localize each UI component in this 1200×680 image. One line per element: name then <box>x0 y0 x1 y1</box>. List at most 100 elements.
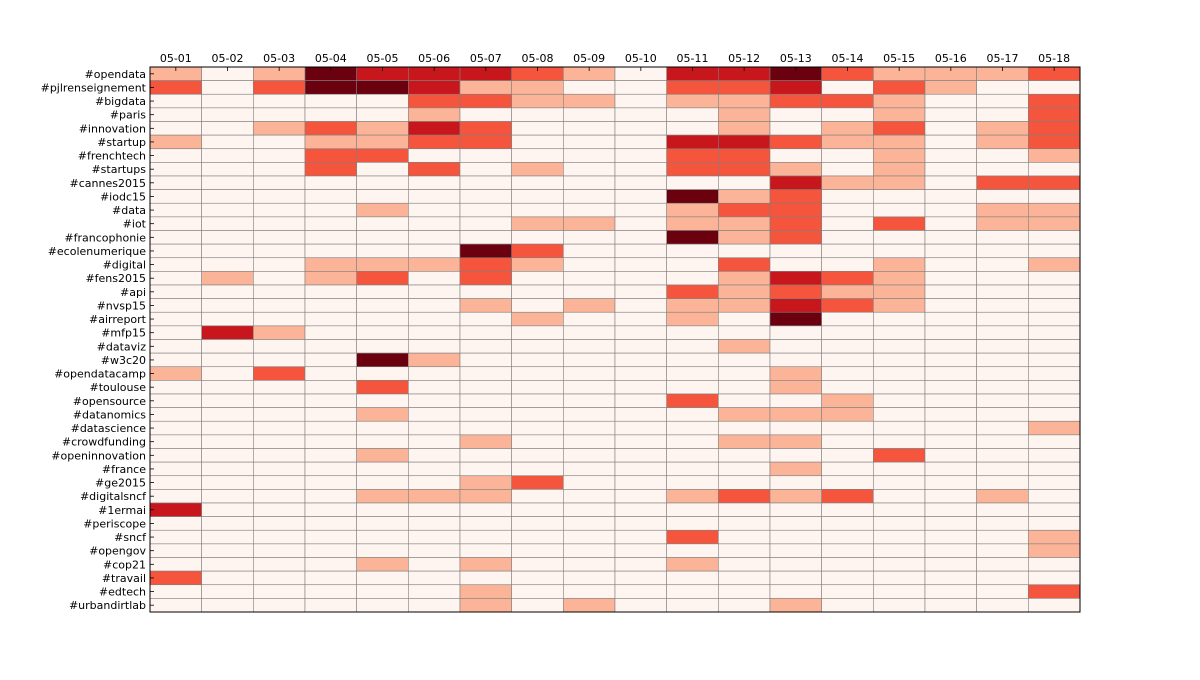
heatmap-cell <box>924 448 977 463</box>
heatmap-cell <box>821 584 874 599</box>
heatmap-cell <box>873 584 926 599</box>
heatmap-cell <box>408 216 461 231</box>
heatmap-cell <box>304 243 357 259</box>
heatmap-cell <box>666 243 719 259</box>
heatmap-cell <box>924 543 977 558</box>
heatmap-cell <box>511 148 564 163</box>
heatmap-cell <box>149 393 202 408</box>
heatmap-cell <box>408 325 461 340</box>
heatmap-cell <box>408 598 461 613</box>
heatmap-cell <box>666 148 719 163</box>
heatmap-cell <box>201 461 254 477</box>
heatmap-cell <box>253 216 306 231</box>
heatmap-cell <box>976 243 1029 259</box>
heatmap-cell <box>201 311 254 327</box>
heatmap-cell <box>614 189 667 204</box>
heatmap-cell <box>253 189 306 204</box>
heatmap-cell <box>666 311 719 327</box>
heatmap-cell <box>718 311 771 327</box>
heatmap-cell <box>666 325 719 340</box>
heatmap-cell <box>873 284 926 299</box>
heatmap-cell <box>821 93 874 109</box>
heatmap-cell <box>408 202 461 218</box>
heatmap-cell <box>1028 175 1081 190</box>
heatmap-cell <box>873 257 926 272</box>
heatmap-cell <box>201 584 254 599</box>
heatmap-cell <box>459 407 512 422</box>
heatmap-cell <box>563 162 616 177</box>
heatmap-cell <box>821 461 874 477</box>
heatmap-cell <box>356 543 409 558</box>
heatmap-cell <box>563 189 616 204</box>
heatmap-cell <box>511 352 564 368</box>
heatmap-cell <box>563 448 616 463</box>
heatmap-cell <box>924 148 977 163</box>
heatmap-cell <box>1028 448 1081 463</box>
heatmap-cell <box>356 325 409 340</box>
heatmap-cell <box>666 475 719 490</box>
heatmap-cell <box>718 243 771 259</box>
heatmap-cell <box>976 80 1029 95</box>
heatmap-cell <box>1028 257 1081 272</box>
heatmap-cell <box>356 420 409 436</box>
heatmap-cell <box>408 311 461 327</box>
heatmap-cell <box>356 148 409 163</box>
x-tick-label: 05-06 <box>418 52 450 65</box>
heatmap-cell <box>821 448 874 463</box>
heatmap-cell <box>201 352 254 368</box>
heatmap-cell <box>304 352 357 368</box>
heatmap-cell <box>924 516 977 531</box>
heatmap-cell <box>976 448 1029 463</box>
heatmap-cell <box>149 584 202 599</box>
heatmap-cell <box>976 284 1029 299</box>
heatmap-cell <box>149 352 202 368</box>
heatmap-cell <box>563 80 616 95</box>
heatmap-cell <box>718 489 771 504</box>
heatmap-cell <box>408 543 461 558</box>
heatmap-cell <box>253 407 306 422</box>
y-tick-label: #iodc15 <box>100 190 146 203</box>
heatmap-cell <box>408 107 461 122</box>
heatmap-cell <box>563 298 616 313</box>
y-tick-label: #api <box>120 286 146 299</box>
heatmap-cell <box>149 243 202 259</box>
heatmap-cell <box>1028 93 1081 109</box>
y-tick-label: #digital <box>103 259 146 272</box>
heatmap-cell <box>1028 121 1081 136</box>
heatmap-cell <box>356 380 409 395</box>
heatmap-cell <box>873 502 926 517</box>
heatmap-cell <box>408 189 461 204</box>
heatmap-cell <box>821 134 874 150</box>
heatmap-cell <box>718 202 771 218</box>
heatmap-cell <box>873 529 926 545</box>
heatmap-cell <box>304 107 357 122</box>
y-tick-label: #travail <box>102 572 146 585</box>
x-tick-label: 05-07 <box>470 52 502 65</box>
heatmap-cell <box>149 175 202 190</box>
heatmap-cell <box>304 230 357 245</box>
x-tick-label: 05-18 <box>1038 52 1070 65</box>
y-tick-label: #nvsp15 <box>97 299 146 312</box>
heatmap-cell <box>459 107 512 122</box>
heatmap-cell <box>201 175 254 190</box>
heatmap-cell <box>1028 434 1081 449</box>
heatmap-cell <box>718 134 771 150</box>
heatmap-cell <box>666 529 719 545</box>
heatmap-cell <box>149 284 202 299</box>
heatmap-cell <box>511 598 564 613</box>
heatmap-cell <box>1028 366 1081 381</box>
heatmap-cell <box>511 489 564 504</box>
heatmap-cell <box>201 393 254 408</box>
heatmap-cell <box>924 284 977 299</box>
heatmap-cell <box>821 216 874 231</box>
y-tick-label: #francophonie <box>64 231 146 244</box>
heatmap-cell <box>356 311 409 327</box>
heatmap-cell <box>408 366 461 381</box>
heatmap-cell <box>1028 352 1081 368</box>
y-tick-label: #datanomics <box>73 408 147 421</box>
heatmap-cell <box>511 543 564 558</box>
x-tick-label: 05-12 <box>728 52 760 65</box>
heatmap-cell <box>459 352 512 368</box>
heatmap-cell <box>718 325 771 340</box>
heatmap-cell <box>614 216 667 231</box>
